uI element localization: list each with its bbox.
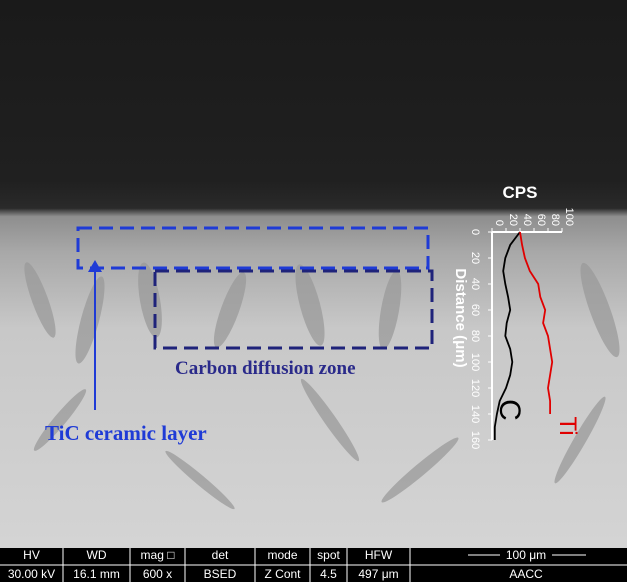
cps-tick-label: 60: [535, 214, 547, 226]
info-header: HFW: [365, 548, 393, 562]
axis-title: Distance (μm): [452, 268, 469, 367]
info-value: Z Cont: [264, 567, 301, 581]
series-label: Ti: [554, 416, 581, 435]
info-value: 497 μm: [358, 567, 398, 581]
distance-tick-label: 80: [469, 330, 481, 342]
scale-bar-label: 100 μm: [506, 548, 546, 562]
lab-label: AACC: [509, 567, 543, 581]
info-value: 16.1 mm: [73, 567, 120, 581]
cps-tick-label: 20: [507, 214, 519, 226]
info-header: mag □: [141, 548, 175, 562]
cps-tick-label: 40: [521, 214, 533, 226]
distance-tick-label: 60: [469, 304, 481, 316]
distance-tick-label: 160: [469, 431, 481, 449]
distance-tick-label: 0: [469, 229, 481, 235]
axis-title: CPS: [503, 183, 538, 202]
distance-tick-label: 140: [469, 405, 481, 423]
info-value: 600 x: [143, 567, 172, 581]
distance-tick-label: 100: [469, 353, 481, 371]
info-header: HV: [23, 548, 40, 562]
distance-tick-label: 40: [469, 278, 481, 290]
cps-tick-label: 80: [549, 214, 561, 226]
cps-tick-label: 100: [563, 208, 575, 226]
info-value: 4.5: [320, 567, 337, 581]
series-label: C: [493, 399, 526, 421]
info-value: 30.00 kV: [8, 567, 55, 581]
annotation: Carbon diffusion zone: [175, 358, 356, 379]
distance-tick-label: 20: [469, 252, 481, 264]
sem-image: Carbon diffusion zone TiC ceramic layer …: [0, 0, 627, 582]
info-header: WD: [87, 548, 107, 562]
info-header: mode: [267, 548, 297, 562]
info-value: BSED: [204, 567, 237, 581]
distance-tick-label: 120: [469, 379, 481, 397]
annotation: TiC ceramic layer: [45, 421, 207, 445]
info-header: spot: [317, 548, 340, 562]
info-header: det: [212, 548, 229, 562]
cps-tick-label: 0: [493, 220, 505, 226]
